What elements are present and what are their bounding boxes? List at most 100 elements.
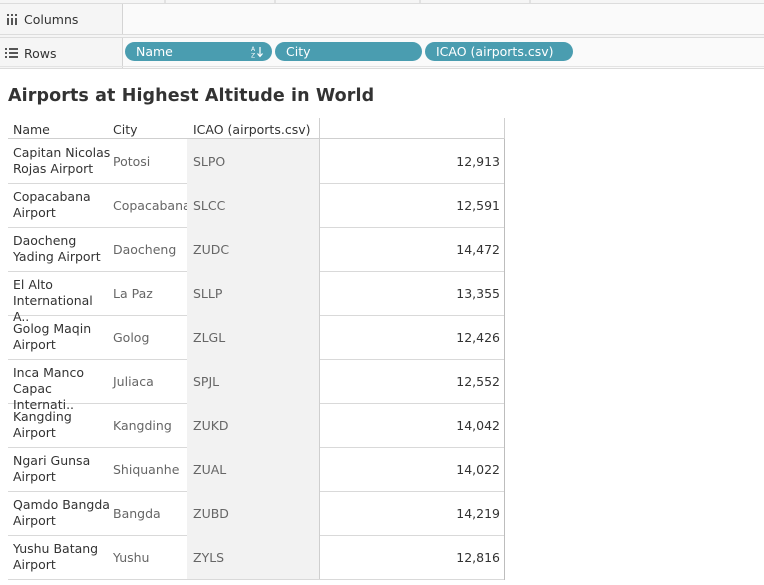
cell-name: Copacabana Airport xyxy=(13,189,91,220)
cell-name: Inca Manco Capac Internati.. xyxy=(13,365,85,412)
table-row[interactable]: Copacabana Airport Copacabana SLCC 12,59… xyxy=(8,183,505,228)
cell-city: La Paz xyxy=(113,285,153,301)
icao-cell-background xyxy=(187,271,319,315)
rows-label: Rows xyxy=(24,45,57,61)
cell-altitude: 12,913 xyxy=(456,153,500,169)
cell-city: Juliaca xyxy=(113,373,154,389)
sheet-title: Airports at Highest Altitude in World xyxy=(8,86,375,106)
table-row[interactable]: Kangding Airport Kangding ZUKD 14,042 xyxy=(8,403,505,448)
cell-name: Capitan Nicolas Rojas Airport xyxy=(13,145,111,176)
cell-name: El Alto International A.. xyxy=(13,277,93,324)
table-row[interactable]: El Alto International A.. La Paz SLLP 13… xyxy=(8,271,505,324)
rows-drop-zone[interactable]: Name A Z City ICAO (airports.csv) xyxy=(123,38,764,68)
icao-cell-background xyxy=(187,139,319,183)
cell-altitude: 12,591 xyxy=(456,197,500,213)
header-divider xyxy=(319,118,320,138)
table-row[interactable]: Inca Manco Capac Internati.. Juliaca SPJ… xyxy=(8,359,505,412)
shelf-divider xyxy=(0,66,764,67)
cell-altitude: 14,042 xyxy=(456,417,500,433)
table-row[interactable]: Daocheng Yading Airport Daocheng ZUDC 14… xyxy=(8,227,505,272)
column-divider xyxy=(319,535,320,579)
header-right-border xyxy=(504,118,505,138)
cell-icao: SLLP xyxy=(193,285,223,301)
column-divider xyxy=(319,227,320,271)
cell-city: Shiquanhe xyxy=(113,461,180,477)
column-divider xyxy=(319,403,320,447)
rows-shelf-label: Rows xyxy=(0,38,123,68)
icao-cell-background xyxy=(187,183,319,227)
cell-city: Copacabana xyxy=(113,197,191,213)
column-divider xyxy=(319,447,320,491)
table-row[interactable]: Capitan Nicolas Rojas Airport Potosi SLP… xyxy=(8,139,505,184)
svg-text:Z: Z xyxy=(251,53,255,59)
pill-name[interactable]: Name A Z xyxy=(125,42,272,61)
cell-altitude: 12,426 xyxy=(456,329,500,345)
cell-altitude: 14,472 xyxy=(456,241,500,257)
pill-icao[interactable]: ICAO (airports.csv) xyxy=(425,42,573,61)
table-row[interactable]: Yushu Batang Airport Yushu ZYLS 12,816 xyxy=(8,535,505,580)
rows-shelf: Rows Name A Z City ICAO (airports.csv) xyxy=(0,37,764,69)
cell-city: Golog xyxy=(113,329,150,345)
column-divider xyxy=(319,271,320,315)
column-divider xyxy=(319,183,320,227)
cell-icao: ZUKD xyxy=(193,417,229,433)
cell-name: Daocheng Yading Airport xyxy=(13,233,101,264)
cell-name: Golog Maqin Airport xyxy=(13,321,92,352)
columns-icon xyxy=(7,14,17,25)
cell-icao: ZUBD xyxy=(193,505,229,521)
shelves-area: Columns Rows Name A Z Ci xyxy=(0,0,764,69)
cell-icao: ZUDC xyxy=(193,241,230,257)
cell-icao: ZUAL xyxy=(193,461,227,477)
cell-city: Daocheng xyxy=(113,241,177,257)
svg-text:A: A xyxy=(251,46,256,53)
cell-icao: SLPO xyxy=(193,153,226,169)
columns-drop-zone[interactable] xyxy=(123,4,764,34)
rows-icon xyxy=(5,48,18,58)
cell-altitude: 14,022 xyxy=(456,461,500,477)
cell-city: Bangda xyxy=(113,505,161,521)
cell-icao: ZYLS xyxy=(193,549,225,565)
pill-city-label: City xyxy=(286,44,311,59)
cell-city: Yushu xyxy=(113,549,150,565)
table-header: Name City ICAO (airports.csv) xyxy=(8,118,505,139)
cell-icao: SPJL xyxy=(193,373,220,389)
table-row[interactable]: Ngari Gunsa Airport Shiquanhe ZUAL 14,02… xyxy=(8,447,505,492)
columns-shelf: Columns xyxy=(0,3,764,35)
columns-shelf-label: Columns xyxy=(0,4,123,34)
table-right-border xyxy=(504,139,505,580)
cell-altitude: 14,219 xyxy=(456,505,500,521)
pill-icao-label: ICAO (airports.csv) xyxy=(436,44,554,59)
icao-cell-background xyxy=(187,491,319,535)
top-ruler xyxy=(164,0,531,3)
cell-altitude: 13,355 xyxy=(456,285,500,301)
columns-label: Columns xyxy=(24,11,79,27)
pill-city[interactable]: City xyxy=(275,42,422,61)
cell-name: Kangding Airport xyxy=(13,409,72,440)
cell-name: Yushu Batang Airport xyxy=(13,541,99,572)
cell-name: Qamdo Bangda Airport xyxy=(13,497,110,528)
icao-cell-background xyxy=(187,403,319,447)
sort-ascending-icon[interactable]: A Z xyxy=(251,45,263,58)
icao-cell-background xyxy=(187,535,319,579)
cell-city: Potosi xyxy=(113,153,151,169)
icao-cell-background xyxy=(187,447,319,491)
cell-altitude: 12,552 xyxy=(456,373,500,389)
cell-icao: ZLGL xyxy=(193,329,226,345)
cell-name: Ngari Gunsa Airport xyxy=(13,453,91,484)
icao-cell-background xyxy=(187,227,319,271)
pill-name-label: Name xyxy=(136,44,173,59)
cell-altitude: 12,816 xyxy=(456,549,500,565)
column-divider xyxy=(319,359,320,403)
icao-cell-background xyxy=(187,359,319,403)
header-icao[interactable]: ICAO (airports.csv) xyxy=(193,122,311,137)
header-city[interactable]: City xyxy=(113,122,138,137)
table-row[interactable]: Golog Maqin Airport Golog ZLGL 12,426 xyxy=(8,315,505,360)
column-divider xyxy=(319,491,320,535)
table-row[interactable]: Qamdo Bangda Airport Bangda ZUBD 14,219 xyxy=(8,491,505,536)
cell-icao: SLCC xyxy=(193,197,226,213)
cell-city: Kangding xyxy=(113,417,172,433)
header-name[interactable]: Name xyxy=(13,122,50,137)
icao-cell-background xyxy=(187,315,319,359)
column-divider xyxy=(319,139,320,183)
column-divider xyxy=(319,315,320,359)
